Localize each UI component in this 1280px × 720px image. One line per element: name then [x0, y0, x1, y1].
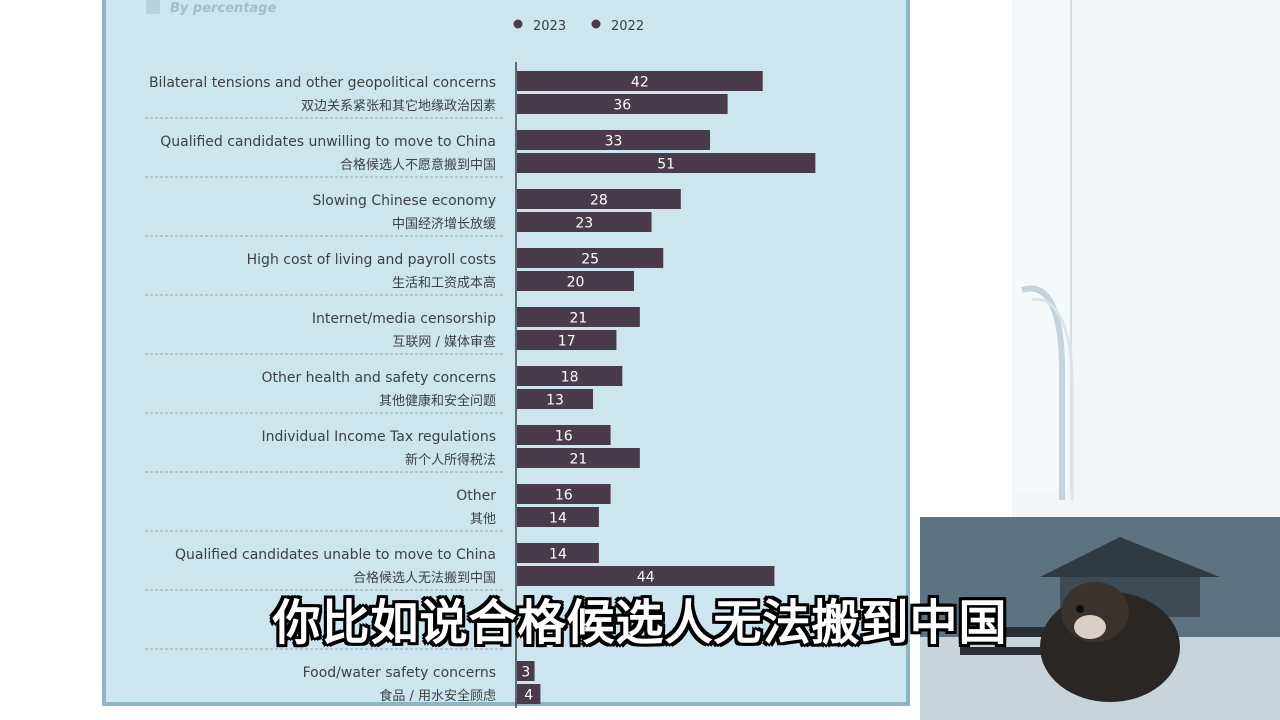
bar-value-label-2023: 25 [581, 252, 599, 268]
by-percentage-caption: By percentage [146, 0, 276, 18]
video-subtitle: 你比如说合格候选人无法搬到中国 [272, 595, 1008, 651]
category-label: Individual Income Tax regulations [261, 429, 496, 445]
bar-2023 [517, 189, 681, 209]
bar-value-label-2023: 14 [549, 547, 567, 563]
category-label-cn: 互联网 / 媒体审查 [392, 335, 496, 350]
bar-2023 [517, 484, 611, 504]
bar-value-label-2023: 28 [590, 193, 608, 209]
category-label: High cost of living and payroll costs [247, 252, 496, 268]
bar-value-label-2022: 51 [657, 157, 675, 173]
dog-scene-image [920, 517, 1280, 720]
legend-marker-2022 [591, 19, 601, 29]
category-label: Other health and safety concerns [261, 370, 496, 386]
category-label: Bilateral tensions and other geopolitica… [149, 75, 496, 91]
category-label: Food/water safety concerns [303, 665, 496, 681]
bar-value-label-2023: 3 [521, 665, 530, 681]
bar-value-label-2023: 18 [561, 370, 579, 386]
blurred-background-title [1020, 30, 1270, 66]
bar-value-label-2022: 20 [567, 275, 585, 291]
bar-value-label-2022: 4 [524, 688, 533, 704]
bar-value-label-2022: 44 [637, 570, 655, 586]
bar-value-label-2023: 33 [605, 134, 623, 150]
bar-2023 [517, 307, 640, 327]
bar-2023 [517, 661, 535, 681]
category-label-cn: 双边关系紧张和其它地缘政治因素 [301, 98, 496, 114]
category-label: Slowing Chinese economy [312, 193, 496, 209]
category-label-cn: 新个人所得税法 [405, 452, 496, 468]
category-label: Qualified candidates unwilling to move t… [160, 134, 496, 150]
video-thumbnail [920, 517, 1280, 720]
bar-2022 [517, 389, 594, 409]
bar-2022 [517, 448, 640, 468]
category-label-cn: 其他健康和安全问题 [379, 393, 496, 409]
bar-2023 [517, 130, 711, 150]
bar-2023 [517, 543, 599, 563]
bar-value-label-2022: 13 [546, 393, 564, 409]
bar-2022 [517, 94, 728, 114]
bar-2022 [517, 271, 634, 291]
bar-2022 [517, 153, 816, 173]
category-label: Other [456, 488, 496, 504]
bar-value-label-2022: 36 [613, 98, 631, 114]
bar-value-label-2023: 21 [570, 311, 588, 327]
left-margin [0, 0, 100, 720]
bar-2023 [517, 71, 763, 91]
bar-value-label-2022: 17 [558, 334, 576, 350]
bar-2022 [517, 566, 775, 586]
category-label-cn: 食品 / 用水安全顾虑 [379, 688, 496, 704]
bar-value-label-2022: 14 [549, 511, 567, 527]
chart-icon [146, 0, 160, 14]
category-label: Internet/media censorship [312, 311, 496, 327]
category-label-cn: 其他 [470, 512, 496, 527]
by-percentage-text: By percentage [170, 1, 277, 16]
legend-label-2023: 2023 [533, 19, 566, 34]
category-label-cn: 合格候选人不愿意搬到中国 [340, 157, 496, 173]
right-sidebar-strip [1016, 0, 1072, 490]
category-label: Qualified candidates unable to move to C… [175, 547, 496, 563]
bar-2022 [517, 684, 541, 704]
bar-value-label-2023: 42 [631, 75, 649, 91]
bar-2022 [517, 330, 617, 350]
bar-2022 [517, 507, 599, 527]
bar-2023 [517, 366, 623, 386]
category-label-cn: 生活和工资成本高 [392, 275, 496, 291]
bar-value-label-2023: 16 [555, 488, 573, 504]
bar-2023 [517, 248, 664, 268]
legend-marker-2023 [513, 19, 523, 29]
bar-value-label-2023: 16 [555, 429, 573, 445]
bar-2022 [517, 212, 652, 232]
category-label-cn: 合格候选人无法搬到中国 [353, 570, 496, 586]
bar-value-label-2022: 21 [570, 452, 588, 468]
decorative-curve [1021, 285, 1074, 500]
category-label-cn: 中国经济增长放缓 [392, 217, 496, 232]
legend-label-2022: 2022 [611, 19, 644, 34]
bar-value-label-2022: 23 [575, 216, 593, 232]
bar-2023 [517, 425, 611, 445]
